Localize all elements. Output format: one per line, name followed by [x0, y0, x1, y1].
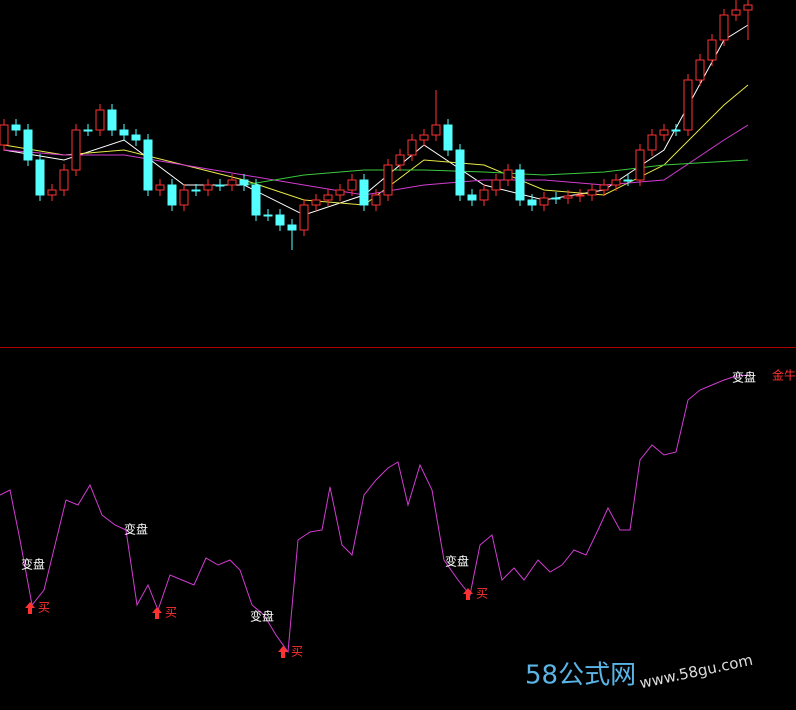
candle-body: [539, 197, 549, 206]
candle-body: [251, 184, 261, 216]
candle-body: [635, 149, 645, 181]
candle-body: [59, 169, 69, 191]
candle-body: [191, 189, 201, 192]
candle-body: [47, 189, 57, 196]
buy-label: 买: [476, 587, 488, 601]
candle-body: [407, 139, 417, 156]
candle-body: [599, 184, 609, 191]
buy-arrow: [463, 588, 473, 600]
candle-body: [383, 164, 393, 196]
change-label: 变盘: [250, 609, 274, 624]
candle-body: [119, 129, 129, 136]
candle-body: [323, 194, 333, 201]
candle-body: [215, 184, 225, 187]
candle-body: [647, 134, 657, 151]
candle-body: [179, 189, 189, 206]
candle-body: [551, 197, 561, 200]
candle-body: [95, 109, 105, 131]
candle-body: [743, 4, 753, 11]
buy-label: 买: [165, 606, 177, 620]
candle-body: [695, 59, 705, 81]
candle-body: [131, 134, 141, 141]
buy-arrow: [152, 607, 162, 619]
candle-body: [263, 214, 273, 217]
candle-body: [347, 179, 357, 191]
buy-arrow: [25, 602, 35, 614]
candle-body: [395, 154, 405, 166]
change-label: 变盘: [21, 557, 45, 572]
candle-body: [707, 39, 717, 61]
candle-body: [299, 204, 309, 231]
change-label: 变盘: [124, 522, 148, 537]
candle-body: [71, 129, 81, 171]
candle-body: [107, 109, 117, 131]
watermark-brand: 58公式网: [525, 661, 636, 691]
candle-body: [143, 139, 153, 191]
change-label: 变盘: [445, 554, 469, 569]
candle-body: [503, 169, 513, 181]
candle-body: [23, 129, 33, 161]
candle-body: [575, 194, 585, 197]
candle-body: [671, 129, 681, 132]
candle-body: [419, 134, 429, 141]
candle-body: [0, 124, 9, 146]
candle-body: [587, 189, 597, 196]
candle-body: [227, 179, 237, 186]
candle-body: [275, 214, 285, 226]
indicator-line: [0, 374, 751, 654]
candle-body: [455, 149, 465, 196]
candle-body: [563, 195, 573, 199]
moving-average: [3, 84, 749, 206]
candle-body: [443, 124, 453, 151]
candle-body: [515, 169, 525, 201]
moving-average: [3, 124, 749, 196]
candle-body: [35, 159, 45, 196]
candle-body: [83, 129, 93, 132]
candle-body: [155, 184, 165, 191]
candle-body: [623, 179, 633, 182]
candle-body: [359, 179, 369, 206]
candle-body: [659, 129, 669, 136]
buy-label: 买: [291, 645, 303, 659]
candle-body: [11, 124, 21, 131]
buy-arrow: [278, 646, 288, 658]
candle-body: [167, 184, 177, 206]
candle-body: [467, 194, 477, 201]
candle-body: [479, 189, 489, 201]
candle-body: [719, 14, 729, 41]
candle-body: [731, 9, 741, 16]
change-label: 变盘: [732, 370, 756, 385]
candle-body: [611, 179, 621, 186]
buy-label: 买: [38, 601, 50, 615]
candle-body: [287, 224, 297, 231]
candle-body: [491, 179, 501, 191]
candle-body: [527, 199, 537, 206]
candle-body: [239, 179, 249, 186]
candle-body: [683, 79, 693, 131]
candle-body: [335, 189, 345, 196]
signal-label: 金牛: [772, 368, 796, 383]
candle-body: [431, 124, 441, 136]
candle-body: [371, 194, 381, 206]
candle-body: [311, 199, 321, 206]
candle-body: [203, 184, 213, 191]
